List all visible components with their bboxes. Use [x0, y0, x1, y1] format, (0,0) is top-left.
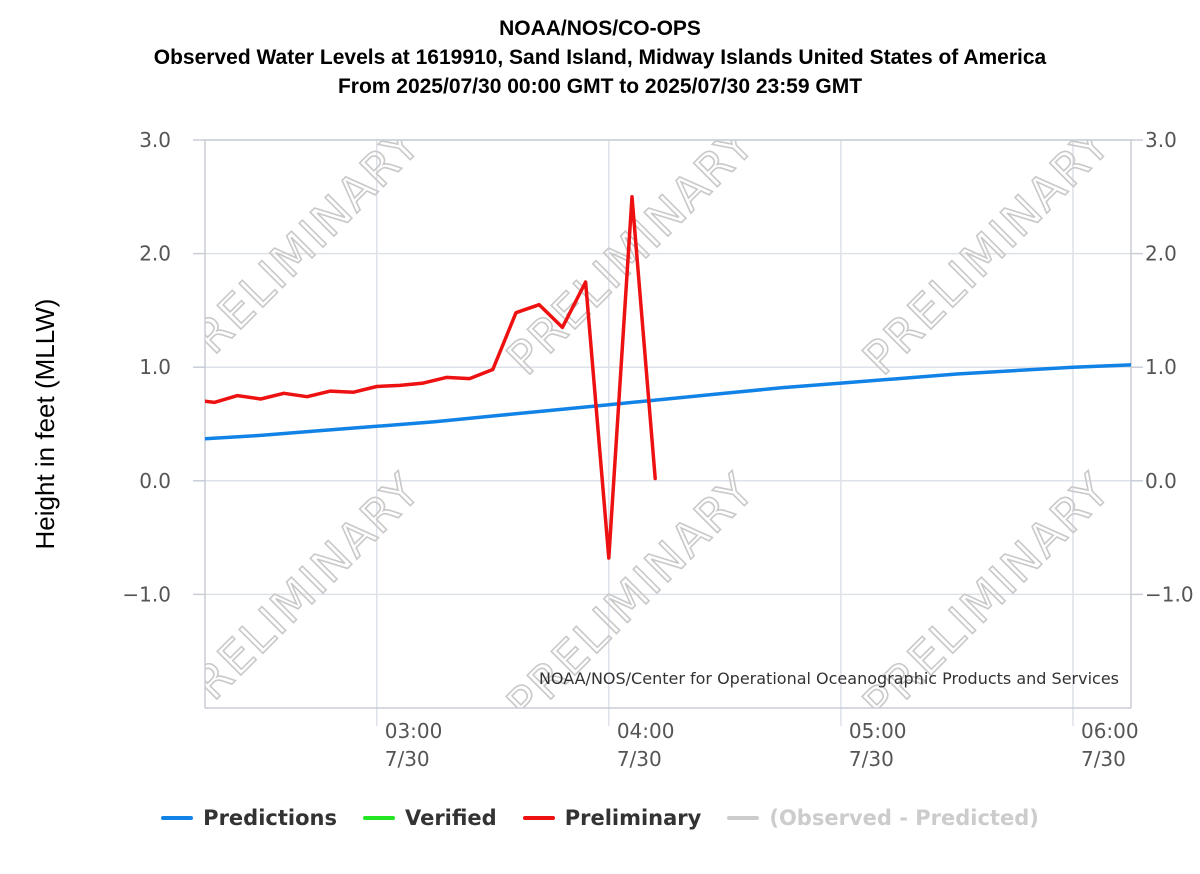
- legend-item-preliminary[interactable]: Preliminary: [522, 806, 702, 830]
- series-line-preliminary: [205, 195, 657, 560]
- x-tick-label-date: 7/30: [849, 747, 894, 771]
- y-tick-label-right: 1.0: [1145, 355, 1177, 379]
- y-tick-label-left: −1.0: [122, 582, 171, 606]
- chart-title-agency: NOAA/NOS/CO-OPS: [499, 17, 701, 40]
- x-tick-label-time: 06:00: [1081, 719, 1139, 743]
- x-tick-label-time: 04:00: [617, 719, 675, 743]
- watermark-text: PRELIMINARY: [162, 116, 431, 385]
- legend-swatch-icon: [161, 816, 194, 820]
- legend-label: Predictions: [203, 806, 337, 830]
- x-tick-label-date: 7/30: [617, 747, 662, 771]
- legend-item-observed-predicted[interactable]: (Observed - Predicted): [727, 806, 1039, 830]
- legend-swatch-icon: [522, 816, 555, 820]
- chart-credit: NOAA/NOS/Center for Operational Oceanogr…: [539, 669, 1119, 688]
- y-axis-label: Height in feet (MLLW): [30, 299, 60, 550]
- series-layer: [205, 195, 1131, 560]
- y-tick-label-left: 3.0: [139, 128, 171, 152]
- watermark-text: PRELIMINARY: [852, 116, 1121, 385]
- y-tick-label-right: 2.0: [1145, 242, 1177, 266]
- x-tick-label-time: 05:00: [849, 719, 907, 743]
- legend-swatch-icon: [727, 816, 760, 820]
- series-line-predictions: [205, 363, 1131, 441]
- chart-title-station: Observed Water Levels at 1619910, Sand I…: [153, 46, 1047, 69]
- x-tick-label-time: 03:00: [385, 719, 443, 743]
- watermark-text: PRELIMINARY: [852, 462, 1121, 731]
- y-tick-label-right: 0.0: [1145, 469, 1177, 493]
- y-tick-label-left: 0.0: [139, 469, 171, 493]
- legend-swatch-icon: [362, 816, 395, 820]
- chart-title-block: NOAA/NOS/CO-OPS Observed Water Levels at…: [0, 14, 1200, 101]
- watermark-text: PRELIMINARY: [496, 116, 765, 385]
- legend: Predictions Verified Preliminary (Observed …: [0, 806, 1200, 830]
- axis-layer: 3.0 3.0 2.0 2.0 1.0 1.0 0.0 0.0 −1.0 −1.0 03:00 7/3…: [122, 128, 1193, 771]
- y-tick-label-right: −1.0: [1145, 582, 1194, 606]
- legend-item-predictions[interactable]: Predictions: [161, 806, 337, 830]
- legend-label: Verified: [404, 806, 497, 830]
- watermark-text: PRELIMINARY: [162, 462, 431, 731]
- legend-label: (Observed - Predicted): [769, 806, 1039, 830]
- y-tick-label-left: 2.0: [139, 242, 171, 266]
- legend-label: Preliminary: [564, 806, 702, 830]
- legend-item-verified[interactable]: Verified: [362, 806, 497, 830]
- plot-border: [204, 139, 1132, 709]
- watermark-text: PRELIMINARY: [496, 462, 765, 731]
- chart-title-daterange: From 2025/07/30 00:00 GMT to 2025/07/30 …: [337, 75, 863, 98]
- y-tick-label-right: 3.0: [1145, 128, 1177, 152]
- x-tick-label-date: 7/30: [385, 747, 430, 771]
- x-tick-label-date: 7/30: [1081, 747, 1126, 771]
- y-tick-label-left: 1.0: [139, 355, 171, 379]
- watermark-layer: PRELIMINARYPRELIMINARYPRELIMINARYPRELIMI…: [162, 116, 1122, 731]
